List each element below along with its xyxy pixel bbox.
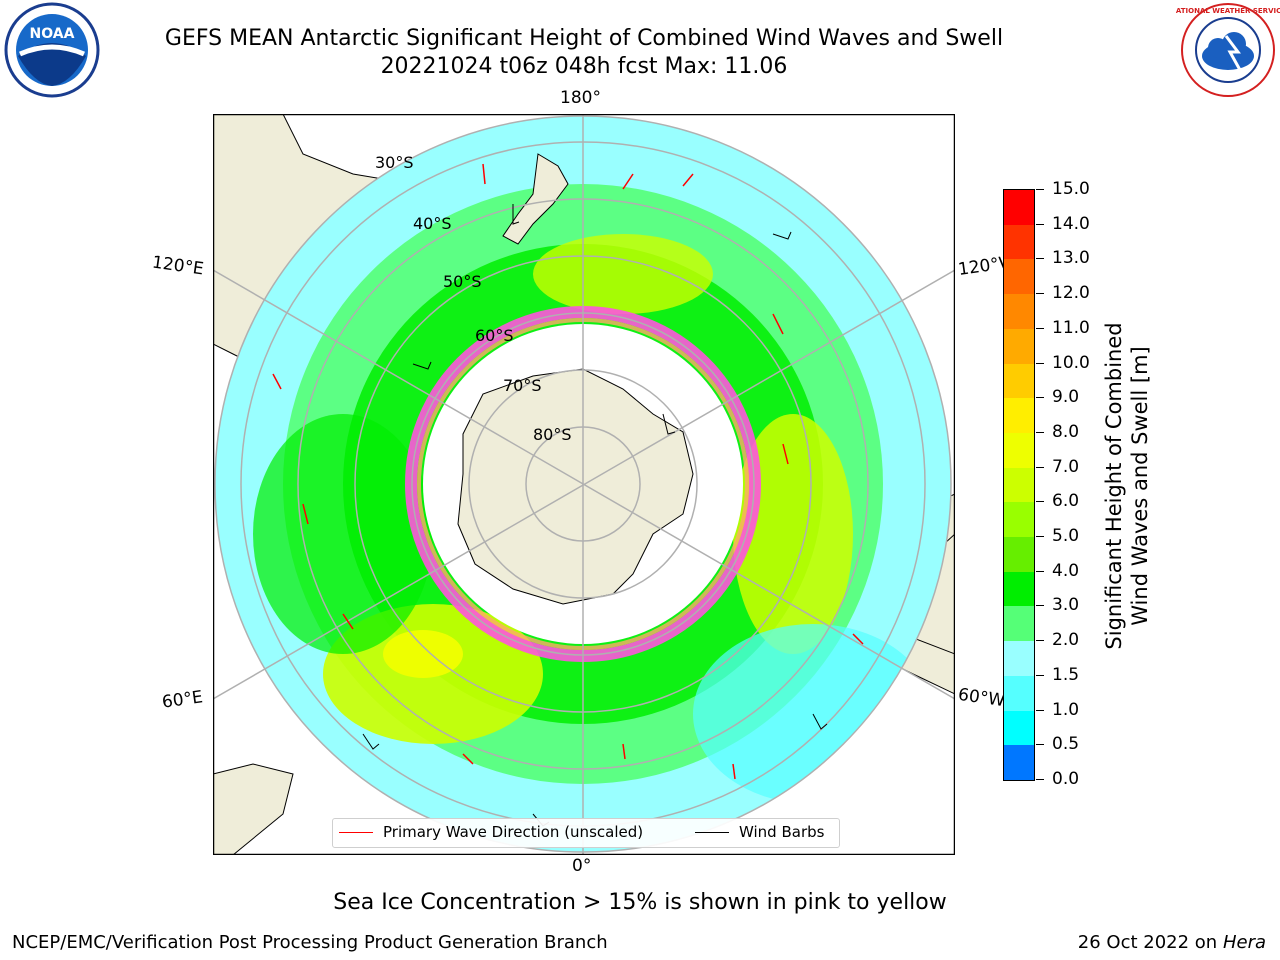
colorbar-tick-mark bbox=[1036, 779, 1044, 780]
map-subtitle: 20221024 t06z 048h fcst Max: 11.06 bbox=[380, 54, 788, 79]
footer-host: Hera bbox=[1222, 932, 1266, 953]
legend-barb-label: Wind Barbs bbox=[739, 823, 825, 841]
colorbar-tick-label: 2.0 bbox=[1052, 630, 1080, 651]
colorbar-tick-mark bbox=[1036, 709, 1044, 711]
colorbar-cell bbox=[1004, 502, 1034, 538]
colorbar-tick-label: 10.0 bbox=[1052, 352, 1090, 373]
footer-date-text: 26 Oct 2022 on bbox=[1077, 932, 1218, 953]
legend-wave-line bbox=[339, 832, 373, 833]
colorbar-tick-mark bbox=[1036, 744, 1044, 746]
colorbar-tick-label: 0.5 bbox=[1052, 734, 1080, 755]
colorbar-cell bbox=[1004, 606, 1034, 642]
colorbar-cell bbox=[1004, 190, 1034, 225]
colorbar-cell bbox=[1004, 745, 1034, 780]
colorbar-tick-mark bbox=[1036, 605, 1044, 607]
footer-credit: NCEP/EMC/Verification Post Processing Pr… bbox=[12, 932, 608, 953]
colorbar-tick-mark bbox=[1036, 501, 1044, 503]
colorbar-tick-label: 6.0 bbox=[1052, 491, 1080, 512]
lat-label-60: 60°S bbox=[475, 326, 514, 345]
colorbar-tick-label: 1.5 bbox=[1052, 664, 1080, 685]
colorbar-tick-mark bbox=[1036, 327, 1044, 329]
lat-label-40: 40°S bbox=[413, 214, 452, 233]
colorbar-tick-label: 5.0 bbox=[1052, 526, 1080, 547]
colorbar-title-line1: Significant Height of Combined bbox=[1102, 322, 1126, 650]
map-panel: 30°S 40°S 50°S 60°S 70°S 80°S bbox=[212, 113, 956, 856]
colorbar-cell bbox=[1004, 328, 1034, 364]
colorbar-cell bbox=[1004, 294, 1034, 329]
colorbar-tick-label: 13.0 bbox=[1052, 248, 1090, 269]
colorbar-cell bbox=[1004, 675, 1034, 711]
colorbar-tick-mark bbox=[1036, 258, 1044, 260]
colorbar-tick-label: 7.0 bbox=[1052, 456, 1080, 477]
colorbar-tick-label: 8.0 bbox=[1052, 421, 1080, 442]
colorbar-tick-mark bbox=[1036, 397, 1044, 399]
colorbar-cell bbox=[1004, 224, 1034, 260]
meridian-label-60w: 60°W bbox=[956, 684, 1007, 712]
colorbar-cell bbox=[1004, 432, 1034, 468]
colorbar-tick-label: 1.0 bbox=[1052, 699, 1080, 720]
footer-date: 26 Oct 2022 on Hera bbox=[1078, 932, 1266, 953]
land-africa bbox=[213, 763, 294, 855]
colorbar-cell bbox=[1004, 571, 1034, 607]
colorbar-cell bbox=[1004, 363, 1034, 399]
meridian-label-0: 0° bbox=[572, 856, 592, 876]
nws-logo-text: NATIONAL WEATHER SERVICE bbox=[1176, 7, 1280, 15]
legend-wave-label: Primary Wave Direction (unscaled) bbox=[383, 823, 644, 841]
colorbar-tick-label: 0.0 bbox=[1052, 769, 1080, 789]
colorbar-tick-label: 12.0 bbox=[1052, 283, 1090, 304]
colorbar-tick-mark bbox=[1036, 431, 1044, 433]
colorbar bbox=[1003, 189, 1035, 781]
colorbar-tick-label: 9.0 bbox=[1052, 387, 1080, 408]
colorbar-tick-label: 15.0 bbox=[1052, 179, 1090, 199]
lat-label-70: 70°S bbox=[503, 376, 542, 395]
colorbar-cell bbox=[1004, 537, 1034, 572]
sea-ice-note: Sea Ice Concentration > 15% is shown in … bbox=[333, 890, 947, 915]
colorbar-tick-label: 11.0 bbox=[1052, 317, 1090, 338]
colorbar-tick-label: 14.0 bbox=[1052, 213, 1090, 234]
map-title: GEFS MEAN Antarctic Significant Height o… bbox=[164, 26, 1004, 51]
map-legend: Primary Wave Direction (unscaled) Wind B… bbox=[332, 818, 840, 848]
colorbar-tick-mark bbox=[1036, 362, 1044, 364]
lat-label-50: 50°S bbox=[443, 272, 482, 291]
colorbar-tick-mark bbox=[1036, 570, 1044, 572]
colorbar-cell bbox=[1004, 398, 1034, 433]
nws-logo: NATIONAL WEATHER SERVICE bbox=[1170, 0, 1280, 100]
noaa-logo-text: NOAA bbox=[30, 26, 75, 42]
meridian-label-120e: 120°E bbox=[150, 252, 205, 280]
meridian-label-180: 180° bbox=[560, 88, 601, 108]
colorbar-tick-mark bbox=[1036, 674, 1044, 676]
colorbar-tick-mark bbox=[1036, 640, 1044, 642]
colorbar-cell bbox=[1004, 467, 1034, 503]
colorbar-tick-mark bbox=[1036, 293, 1044, 295]
colorbar-tick-label: 3.0 bbox=[1052, 595, 1080, 616]
colorbar-cell bbox=[1004, 641, 1034, 676]
colorbar-title-line2: Wind Waves and Swell [m] bbox=[1128, 346, 1152, 626]
meridian-label-60e: 60°E bbox=[160, 687, 205, 713]
colorbar-tick-mark bbox=[1036, 189, 1044, 190]
colorbar-tick-mark bbox=[1036, 466, 1044, 468]
colorbar-cell bbox=[1004, 710, 1034, 746]
colorbar-cell bbox=[1004, 259, 1034, 295]
wave-direction-arrows bbox=[272, 163, 864, 780]
land-new-zealand bbox=[502, 153, 569, 245]
polar-map: 30°S 40°S 50°S 60°S 70°S 80°S bbox=[212, 113, 956, 856]
colorbar-title: Significant Height of Combined Wind Wave… bbox=[1101, 322, 1153, 649]
lat-label-80: 80°S bbox=[533, 425, 572, 444]
noaa-logo: NOAA bbox=[0, 0, 104, 100]
colorbar-tick-mark bbox=[1036, 223, 1044, 225]
legend-barb-line bbox=[695, 832, 729, 833]
lat-label-30: 30°S bbox=[375, 153, 414, 172]
colorbar-tick-label: 4.0 bbox=[1052, 560, 1080, 581]
colorbar-tick-mark bbox=[1036, 536, 1044, 538]
